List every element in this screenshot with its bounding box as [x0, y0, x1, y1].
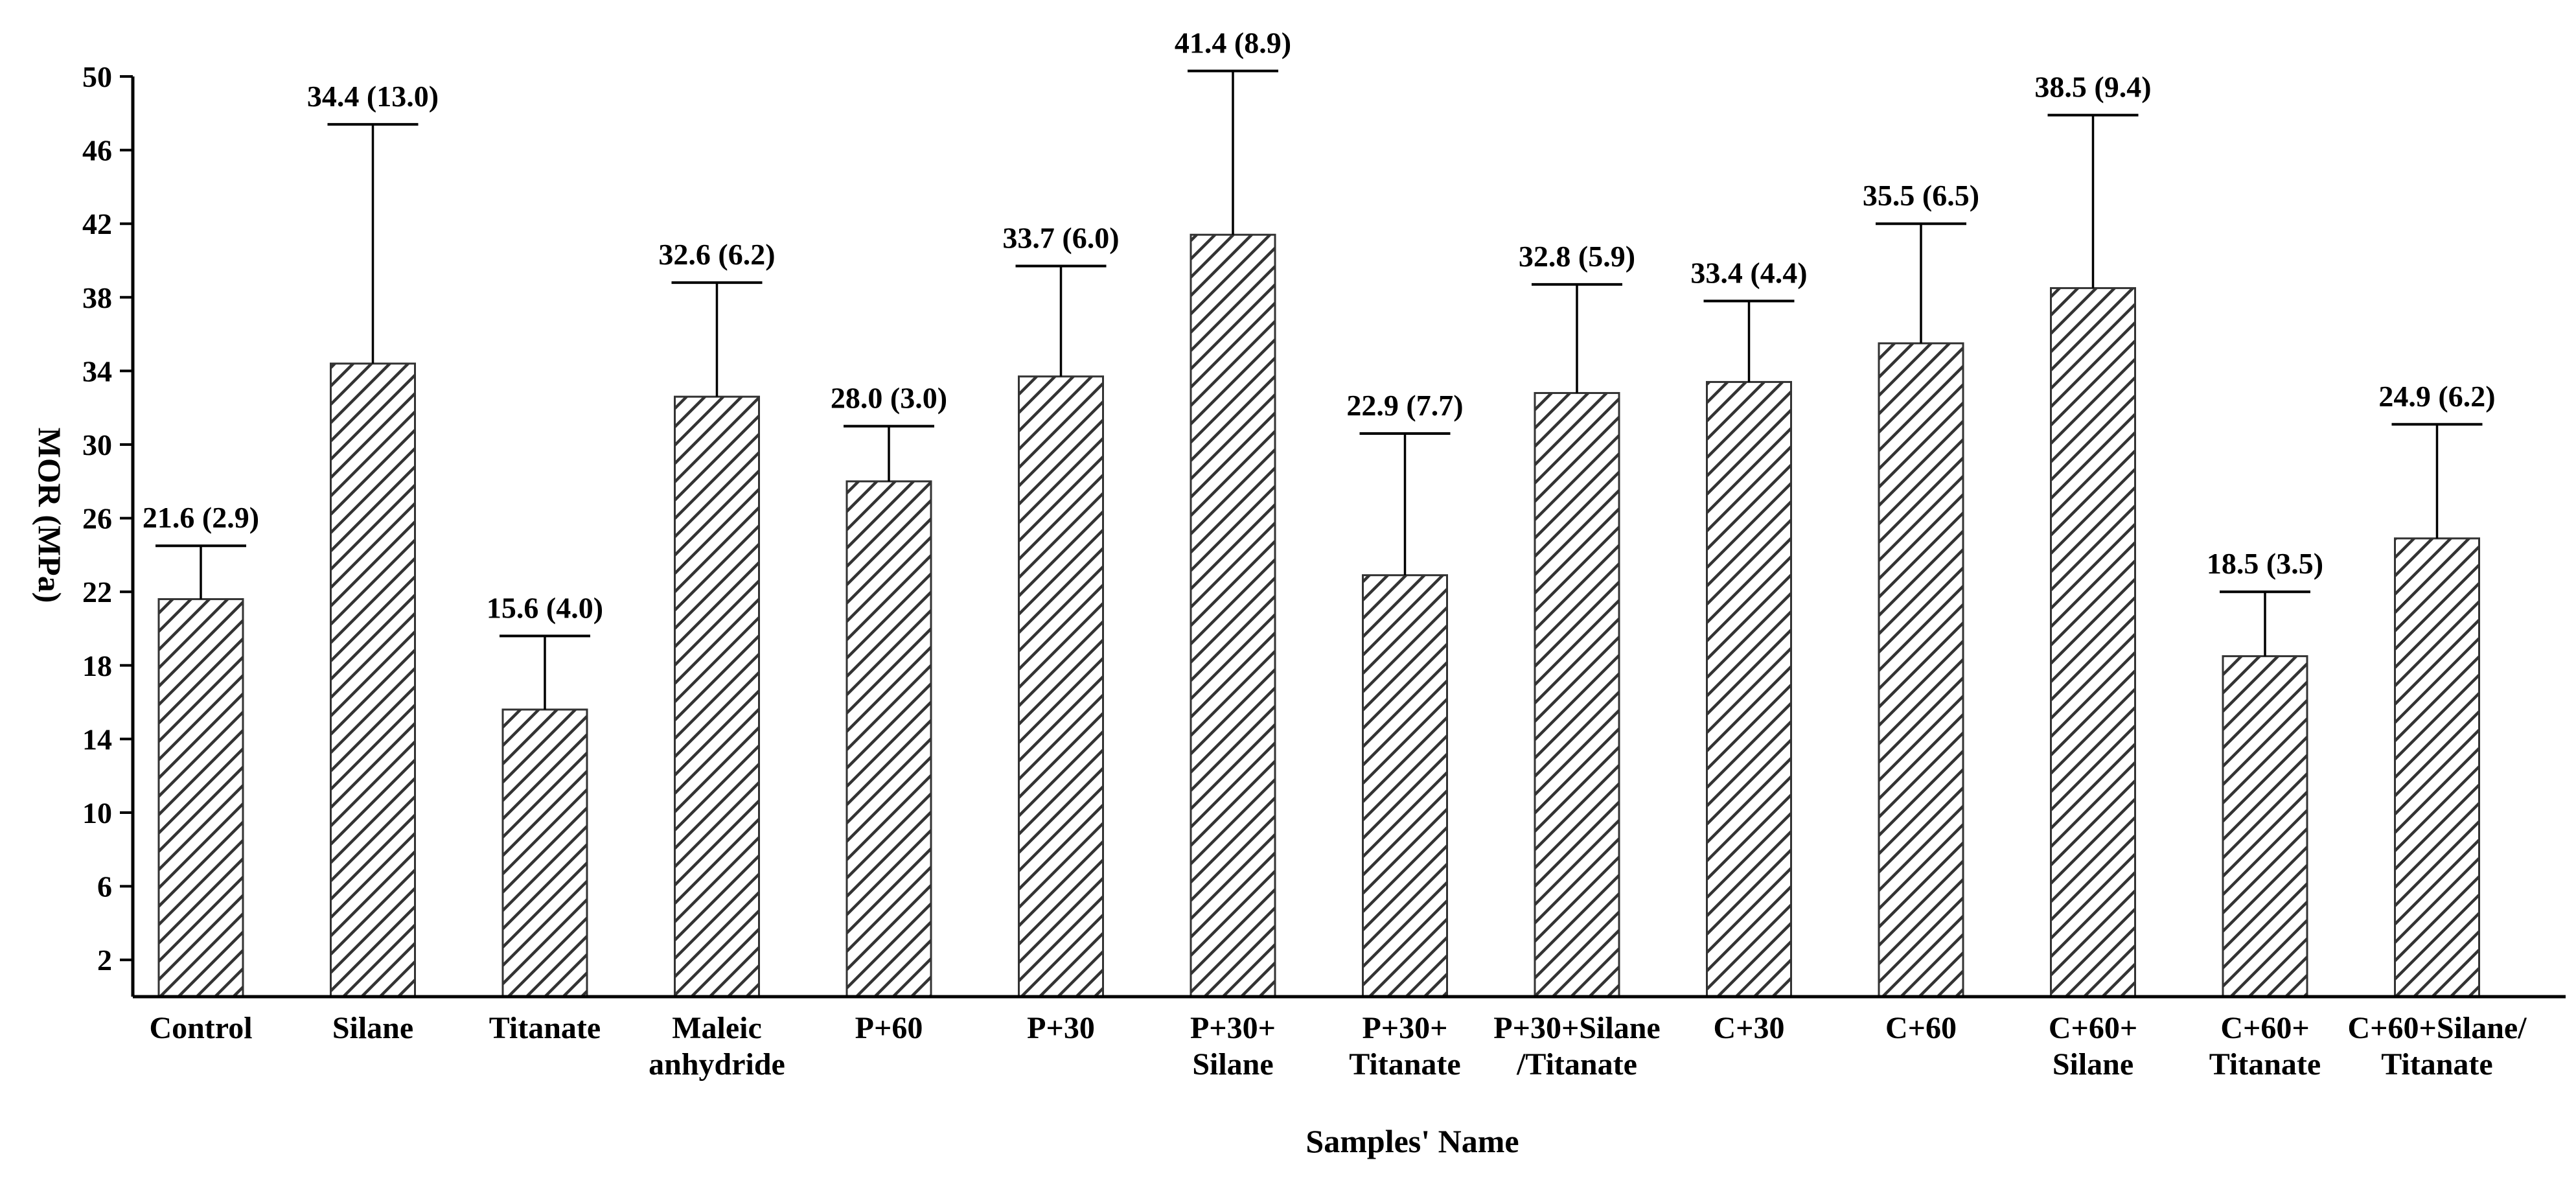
- data-label: 24.9 (6.2): [2378, 380, 2495, 413]
- x-tick-label: Silane: [1192, 1047, 1273, 1082]
- bar: [1706, 380, 1792, 998]
- y-tick-label: 46: [82, 134, 112, 167]
- y-tick-label: 22: [82, 575, 112, 608]
- x-tick-label: C+30: [1713, 1011, 1784, 1045]
- x-tick-label: Titanate: [489, 1011, 601, 1045]
- bar: [2050, 287, 2136, 998]
- x-tick-label: P+30+: [1190, 1011, 1276, 1045]
- data-label: 28.0 (3.0): [831, 382, 947, 415]
- y-tick-label: 34: [82, 354, 112, 388]
- x-tick-label: Silane: [2053, 1047, 2133, 1082]
- y-tick-label: 14: [82, 723, 112, 756]
- y-tick-label: 2: [97, 944, 112, 977]
- y-tick-label: 26: [82, 502, 112, 535]
- bar: [330, 362, 416, 998]
- data-label: 34.4 (13.0): [307, 80, 439, 113]
- data-label: 18.5 (3.5): [2207, 547, 2323, 580]
- x-tick-label: P+30+: [1362, 1011, 1447, 1045]
- y-tick-label: 30: [82, 428, 112, 461]
- bar: [674, 395, 760, 998]
- data-label: 33.7 (6.0): [1002, 222, 1119, 255]
- data-label: 35.5 (6.5): [1863, 179, 1979, 212]
- data-labels: 21.6 (2.9) 34.4 (13.0) 15.6 (4.0) 32.6 (6.2…: [143, 26, 2496, 624]
- data-label: 15.6 (4.0): [487, 591, 603, 624]
- bar: [845, 480, 932, 998]
- y-tick-label: 38: [82, 281, 112, 314]
- x-tick-label: P+60: [855, 1011, 923, 1045]
- x-tick-label: C+60: [1885, 1011, 1957, 1045]
- x-tick-label: C+60+Silane/: [2347, 1011, 2527, 1045]
- x-tick-label: /Titanate: [1516, 1047, 1637, 1082]
- x-tick-label: anhydride: [649, 1047, 785, 1082]
- y-axis-title: MOR (MPa): [32, 428, 68, 603]
- bar: [1534, 391, 1620, 998]
- bar: [1018, 375, 1104, 998]
- bar: [1878, 342, 1964, 998]
- axes-layer: [131, 76, 2566, 999]
- bars-layer: [155, 69, 2483, 998]
- data-label: 32.8 (5.9): [1519, 240, 1635, 273]
- x-axis-title: Samples' Name: [1305, 1123, 1519, 1159]
- y-tick-label: 50: [82, 60, 112, 93]
- bar: [2222, 655, 2308, 998]
- x-tick-label: Control: [149, 1011, 252, 1045]
- data-label: 33.4 (4.4): [1690, 256, 1807, 289]
- y-tick-label: 42: [82, 207, 112, 240]
- x-tick-label: C+60+: [2220, 1011, 2309, 1045]
- data-label: 32.6 (6.2): [658, 238, 775, 271]
- y-tick-label: 10: [82, 796, 112, 829]
- x-tick-label: Titanate: [1349, 1047, 1460, 1082]
- x-tick-label: Titanate: [2209, 1047, 2321, 1082]
- data-label: 38.5 (9.4): [2034, 71, 2151, 104]
- bar: [2394, 537, 2480, 998]
- bar: [157, 598, 244, 998]
- data-label: 21.6 (2.9): [143, 501, 259, 534]
- x-tick-label: Silane: [332, 1011, 413, 1045]
- bar: [1190, 233, 1276, 998]
- x-tick-label: Maleic: [672, 1011, 762, 1045]
- x-tick-label: C+60+: [2049, 1011, 2137, 1045]
- bar: [1362, 574, 1448, 998]
- y-tick-label: 18: [82, 649, 112, 682]
- x-tick-label: P+30: [1027, 1011, 1095, 1045]
- y-tick-label: 6: [97, 870, 112, 903]
- x-tick-label: P+30+Silane: [1493, 1011, 1660, 1045]
- data-label: 41.4 (8.9): [1175, 26, 1291, 59]
- x-tick-label: Titanate: [2381, 1047, 2492, 1082]
- bar: [501, 708, 588, 998]
- data-label: 22.9 (7.7): [1346, 389, 1463, 422]
